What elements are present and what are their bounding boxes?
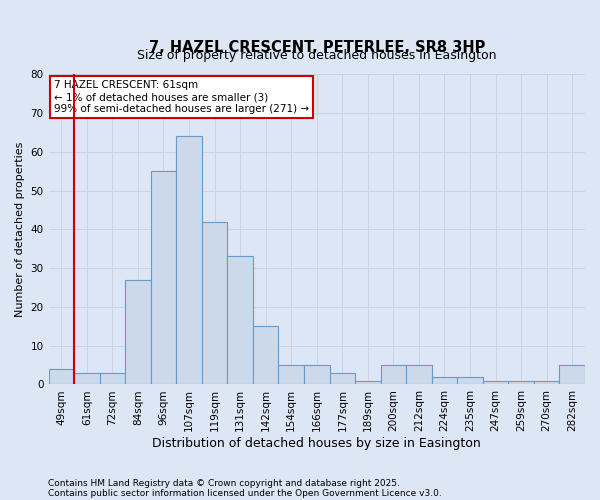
Text: 7 HAZEL CRESCENT: 61sqm
← 1% of detached houses are smaller (3)
99% of semi-deta: 7 HAZEL CRESCENT: 61sqm ← 1% of detached… <box>54 80 309 114</box>
Bar <box>253 326 278 384</box>
Bar <box>100 373 125 384</box>
Y-axis label: Number of detached properties: Number of detached properties <box>15 142 25 317</box>
Bar <box>49 369 74 384</box>
Bar <box>304 365 329 384</box>
Text: Contains HM Land Registry data © Crown copyright and database right 2025.: Contains HM Land Registry data © Crown c… <box>48 478 400 488</box>
Text: Size of property relative to detached houses in Easington: Size of property relative to detached ho… <box>137 49 497 62</box>
Bar <box>406 365 432 384</box>
Bar <box>176 136 202 384</box>
Title: 7, HAZEL CRESCENT, PETERLEE, SR8 3HP: 7, HAZEL CRESCENT, PETERLEE, SR8 3HP <box>149 40 485 55</box>
Bar <box>483 380 508 384</box>
Bar <box>74 373 100 384</box>
Text: Contains public sector information licensed under the Open Government Licence v3: Contains public sector information licen… <box>48 488 442 498</box>
Bar <box>151 171 176 384</box>
Bar <box>559 365 585 384</box>
Bar <box>534 380 559 384</box>
Bar <box>380 365 406 384</box>
Bar <box>329 373 355 384</box>
Bar <box>432 376 457 384</box>
Bar <box>278 365 304 384</box>
Bar <box>227 256 253 384</box>
Bar <box>202 222 227 384</box>
Bar <box>125 280 151 384</box>
Bar <box>457 376 483 384</box>
X-axis label: Distribution of detached houses by size in Easington: Distribution of detached houses by size … <box>152 437 481 450</box>
Bar <box>508 380 534 384</box>
Bar <box>355 380 380 384</box>
